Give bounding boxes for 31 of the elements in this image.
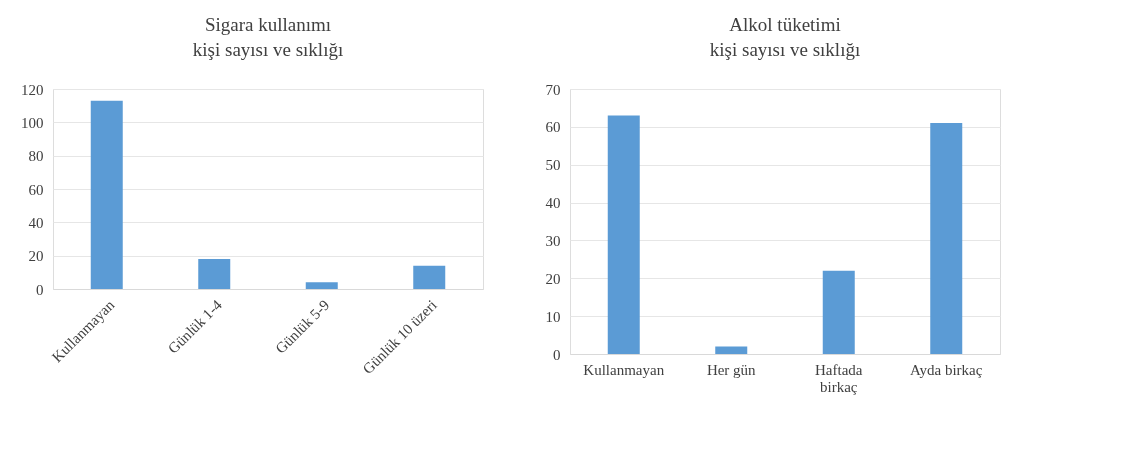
y-tick-label: 120 (21, 81, 44, 98)
bar (90, 100, 123, 289)
y-tick-label: 80 (28, 148, 44, 165)
x-tick-label: Ayda birkaç (910, 361, 983, 378)
x-tick-label: Her gün (706, 361, 757, 378)
chart-subtitle: kişi sayısı ve sıklığı (709, 39, 861, 60)
bar (930, 123, 963, 354)
y-tick-label: 40 (545, 195, 561, 212)
y-tick-label: 40 (28, 214, 44, 231)
bar (607, 115, 640, 354)
bar (305, 282, 338, 289)
y-tick-label: 60 (28, 181, 44, 198)
x-tick-label: Haftada birkaç (815, 361, 863, 395)
y-tick-label: 0 (36, 281, 44, 298)
x-tick-label: Kullanmayan (583, 361, 665, 378)
y-tick-label: 50 (545, 157, 561, 174)
y-tick-label: 10 (545, 308, 561, 325)
bar (822, 270, 855, 354)
chart-title: Alkol tüketimi (729, 14, 841, 35)
y-tick-label: 20 (545, 270, 561, 287)
y-tick-label: 0 (553, 346, 561, 363)
bar (413, 265, 446, 289)
y-tick-label: 100 (21, 114, 44, 131)
chart-title: Sigara kullanımı (204, 14, 332, 35)
chart-subtitle: kişi sayısı ve sıklığı (192, 39, 344, 60)
bar (715, 346, 748, 354)
y-tick-label: 70 (545, 81, 561, 98)
y-tick-label: 30 (545, 232, 561, 249)
y-tick-label: 20 (28, 248, 44, 265)
y-tick-label: 60 (545, 119, 561, 136)
bar (198, 259, 231, 289)
